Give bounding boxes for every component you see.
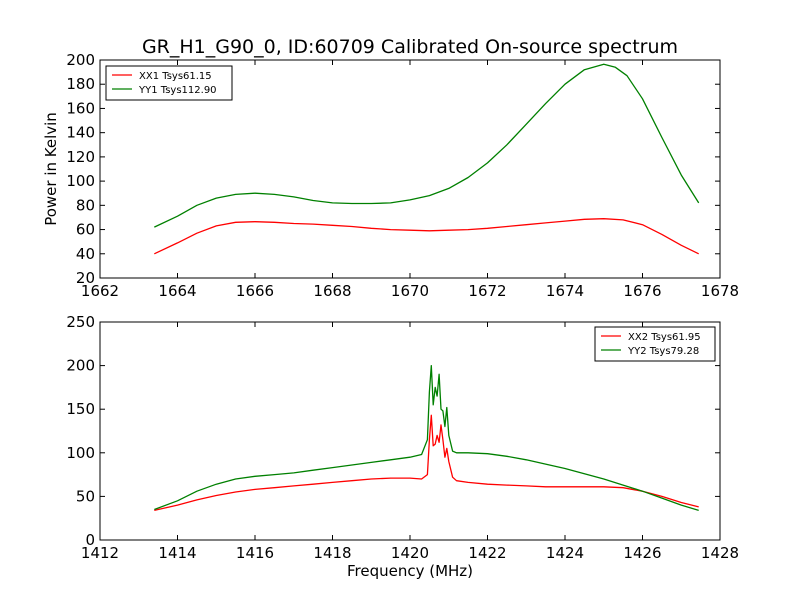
y-tick-label: 40 — [76, 245, 95, 263]
legend-label: XX1 Tsys61.15 — [139, 71, 212, 82]
x-tick-label: 1672 — [468, 282, 506, 300]
y-tick-label: 200 — [66, 357, 95, 375]
series-line-1-1 — [154, 364, 699, 512]
y-tick-label: 250 — [66, 313, 95, 331]
series-line-1-0 — [154, 414, 699, 512]
bottom-panel: 1412 1414 1416 1418 1420 1422 1424 1426 1428 0 50 1… — [66, 313, 739, 562]
legend-box — [105, 65, 233, 101]
y-tick-label: 200 — [66, 51, 95, 69]
series-line-0-0 — [154, 218, 699, 255]
x-tick-label: 1426 — [623, 544, 661, 562]
x-tick-label: 1676 — [623, 282, 661, 300]
x-axis-label: Frequency (MHz) — [347, 562, 473, 580]
x-tick-label: 1424 — [546, 544, 584, 562]
top-panel: 1662 1664 1666 1668 1670 1672 1674 1676 1678 20 40… — [42, 51, 739, 300]
y-tick-label: 120 — [66, 148, 95, 166]
y-tick-label: 20 — [76, 269, 95, 287]
legend-box — [594, 326, 716, 362]
x-tick-label: 1420 — [391, 544, 429, 562]
x-tick-label: 1418 — [313, 544, 351, 562]
y-tick-label: 100 — [66, 444, 95, 462]
x-tick-label: 1674 — [546, 282, 584, 300]
x-tick-label: 1412 — [81, 544, 119, 562]
x-tick-label: 1414 — [158, 544, 196, 562]
x-tick-label: 1416 — [236, 544, 274, 562]
x-tick-label: 1664 — [158, 282, 196, 300]
y-tick-label: 180 — [66, 75, 95, 93]
series-line-0-1 — [154, 63, 700, 228]
y-tick-label: 50 — [76, 487, 95, 505]
y-tick-label: 160 — [66, 99, 95, 117]
x-tick-label: 1666 — [236, 282, 274, 300]
legend-label: YY1 Tsys112.90 — [138, 85, 217, 96]
x-tick-label: 1670 — [391, 282, 429, 300]
y-tick-label: 80 — [76, 196, 95, 214]
x-tick-label: 1678 — [701, 282, 739, 300]
x-tick-label: 1428 — [701, 544, 739, 562]
y-tick-label: 100 — [66, 172, 95, 190]
x-tick-label: 1662 — [81, 282, 119, 300]
legend-label: YY2 Tsys79.28 — [627, 346, 699, 357]
legend-label: XX2 Tsys61.95 — [628, 332, 701, 343]
figure-title: GR_H1_G90_0, ID:60709 Calibrated On-sour… — [142, 36, 678, 58]
y-tick-label: 150 — [66, 400, 95, 418]
x-tick-label: 1668 — [313, 282, 351, 300]
y-tick-label: 140 — [66, 124, 95, 142]
x-tick-label: 1422 — [468, 544, 506, 562]
y-tick-label: 0 — [85, 531, 95, 549]
y-axis-label: Power in Kelvin — [42, 112, 60, 226]
y-tick-label: 60 — [76, 221, 95, 239]
